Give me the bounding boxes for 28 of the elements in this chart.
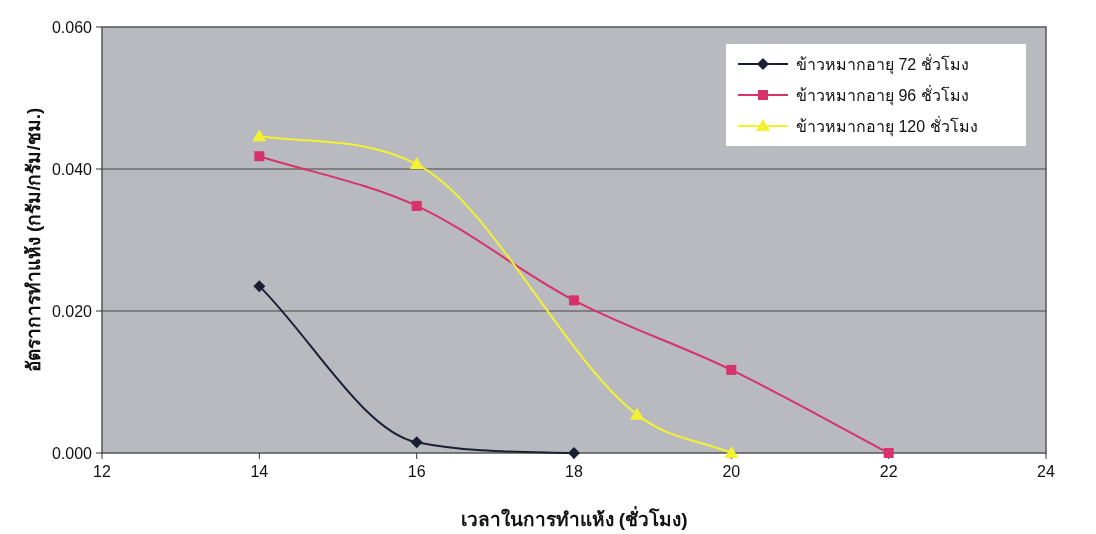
point (726, 364, 737, 375)
y-tick-label: 0.020 (51, 303, 93, 320)
point (724, 446, 739, 458)
point (254, 151, 265, 162)
point (410, 436, 423, 449)
legend-label: ข้าวหมากอายุ 120 ชั่วโมง (796, 115, 978, 137)
x-tick-label: 16 (407, 463, 426, 480)
point (252, 129, 267, 142)
x-tick-label: 22 (879, 463, 898, 480)
point (411, 200, 422, 211)
x-tick-label: 24 (1037, 463, 1055, 480)
legend-label: ข้าวหมากอายุ 96 ชั่วโมง (796, 84, 969, 106)
point (629, 407, 644, 420)
x-tick-label: 12 (93, 463, 111, 480)
y-tick-label: 0.040 (51, 161, 93, 178)
y-axis-title: อัตราการทำแห้ง (กรัม/กรัม/ชม.) (23, 107, 44, 373)
y-tick-label: 0.060 (51, 19, 93, 36)
x-axis-title: เวลาในการทำแห้ง (ชั่วโมง) (460, 506, 688, 530)
point (409, 157, 424, 170)
x-tick-label: 20 (722, 463, 741, 480)
point (883, 448, 894, 458)
point (253, 280, 266, 293)
legend-label: ข้าวหมากอายุ 72 ชั่วโมง (796, 53, 969, 75)
point (568, 447, 580, 459)
x-tick-label: 18 (565, 463, 583, 480)
x-tick-label: 14 (250, 463, 269, 480)
point (569, 295, 579, 306)
y-tick-label: 0.000 (51, 445, 93, 462)
